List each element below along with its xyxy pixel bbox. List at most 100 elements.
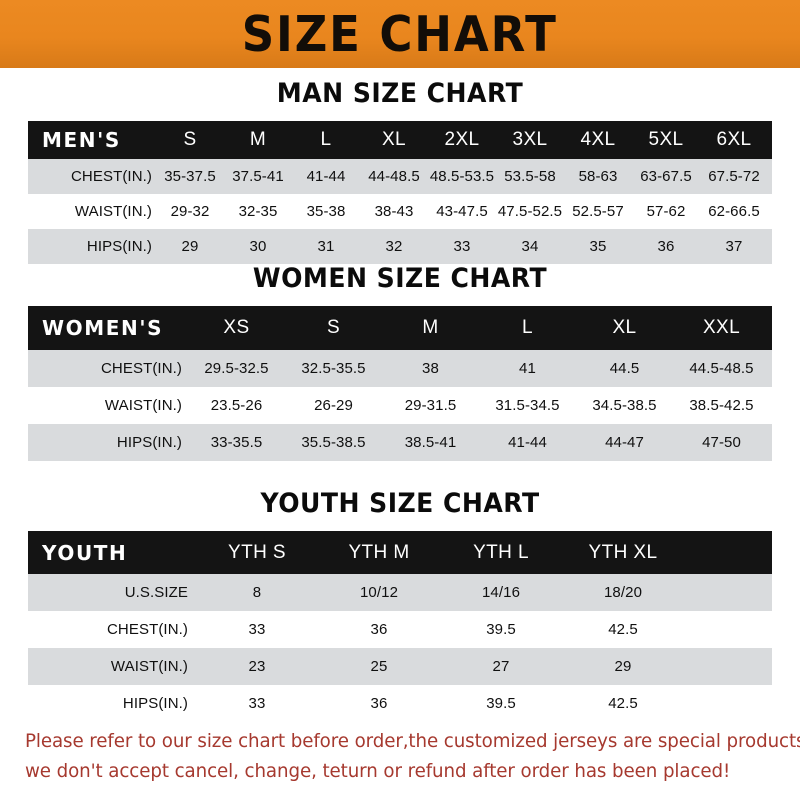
men-measurement-cell: 52.5-57: [572, 203, 624, 220]
women-row-label: CHEST(IN.): [101, 360, 182, 377]
men-section-title: MAN SIZE CHART: [276, 78, 524, 109]
men-measurement-cell: 43-47.5: [436, 203, 488, 220]
youth-measurement-cell: 23: [248, 658, 266, 675]
men-size-header: 5XL: [648, 129, 684, 150]
women-size-table: WOMEN'S XS S M L XL XXL CHEST(IN.) 29.5-32.5 32.5…: [28, 306, 772, 461]
table-row: U.S.SIZE 8 10/12 14/16 18/20: [28, 574, 772, 611]
men-measurement-cell: 29: [181, 238, 199, 255]
youth-measurement-cell: 33: [248, 695, 266, 712]
men-measurement-cell: 36: [657, 238, 675, 255]
youth-row-label: WAIST(IN.): [110, 658, 188, 675]
men-size-table: MEN'S S M L XL 2XL 3XL 4XL 5XL 6XL CHEST(IN.) 35-37…: [28, 121, 772, 264]
women-measurement-cell: 33-35.5: [210, 434, 263, 451]
women-measurement-cell: 44.5: [609, 360, 640, 377]
youth-size-table: YOUTH YTH S YTH M YTH L YTH XL U.S.SIZE 8 10/12…: [28, 531, 772, 722]
women-measurement-cell: 23.5-26: [210, 397, 263, 414]
women-measurement-cell: 29.5-32.5: [204, 360, 269, 377]
youth-measurement-cell: 14/16: [481, 584, 521, 601]
men-measurement-cell: 53.5-58: [504, 168, 556, 185]
youth-size-section: YOUTH SIZE CHART YOUTH YTH S YTH M YTH L YTH…: [0, 490, 800, 722]
men-measurement-cell: 35: [589, 238, 607, 255]
women-measurement-cell: 35.5-38.5: [301, 434, 366, 451]
women-measurement-cell: 44.5-48.5: [689, 360, 754, 377]
women-measurement-cell: 41-44: [508, 434, 547, 451]
men-measurement-cell: 41-44: [306, 168, 346, 185]
youth-measurement-cell: 18/20: [603, 584, 643, 601]
women-measurement-cell: 38: [422, 360, 439, 377]
youth-measurement-cell: 39.5: [486, 695, 516, 712]
men-size-header: 2XL: [444, 129, 480, 150]
men-measurement-cell: 38-43: [374, 203, 414, 220]
men-measurement-cell: 31: [317, 238, 335, 255]
order-notice: Please refer to our size chart before or…: [0, 726, 800, 786]
men-size-header: 4XL: [580, 129, 616, 150]
men-measurement-cell: 33: [453, 238, 471, 255]
youth-measurement-cell: 36: [370, 621, 388, 638]
women-size-header: M: [422, 317, 439, 338]
youth-measurement-cell: 29: [614, 658, 632, 675]
youth-size-header: YTH S: [228, 541, 286, 563]
men-row-label: WAIST(IN.): [74, 203, 152, 220]
men-size-header: XL: [381, 129, 407, 150]
women-measurement-cell: 38.5-41: [404, 434, 457, 451]
men-measurement-cell: 35-38: [306, 203, 346, 220]
men-measurement-cell: 48.5-53.5: [429, 168, 495, 185]
table-row: WAIST(IN.) 23 25 27 29: [28, 648, 772, 685]
table-row: HIPS(IN.) 29 30 31 32 33 34 35 36 37: [28, 229, 772, 264]
women-row-label: WAIST(IN.): [104, 397, 182, 414]
men-measurement-cell: 30: [249, 238, 267, 255]
women-row-label: HIPS(IN.): [116, 434, 182, 451]
women-measurement-cell: 41: [519, 360, 536, 377]
women-size-header: XS: [223, 317, 250, 338]
men-measurement-cell: 32-35: [238, 203, 278, 220]
men-size-header: M: [249, 129, 267, 150]
women-measurement-cell: 26-29: [314, 397, 353, 414]
men-measurement-cell: 57-62: [646, 203, 686, 220]
men-size-header: 6XL: [716, 129, 752, 150]
youth-header-label: YOUTH: [42, 540, 128, 565]
men-measurement-cell: 63-67.5: [640, 168, 692, 185]
table-row: CHEST(IN.) 33 36 39.5 42.5: [28, 611, 772, 648]
men-measurement-cell: 58-63: [578, 168, 618, 185]
women-header-label: WOMEN'S: [42, 316, 164, 340]
men-measurement-cell: 37.5-41: [232, 168, 284, 185]
youth-measurement-cell: 8: [252, 584, 262, 601]
order-notice-line-1: Please refer to our size chart before or…: [24, 730, 800, 752]
women-measurement-cell: 47-50: [702, 434, 741, 451]
youth-size-header: YTH XL: [588, 541, 658, 563]
women-measurement-cell: 34.5-38.5: [592, 397, 657, 414]
youth-measurement-cell: 33: [248, 621, 266, 638]
table-row: HIPS(IN.) 33 36 39.5 42.5: [28, 685, 772, 722]
women-measurement-cell: 38.5-42.5: [689, 397, 754, 414]
women-size-section: WOMEN SIZE CHART WOMEN'S XS S M L XL XXL CHEST(…: [0, 265, 800, 461]
men-size-header: S: [183, 129, 197, 150]
youth-row-label: HIPS(IN.): [122, 695, 188, 712]
table-row: CHEST(IN.) 35-37.5 37.5-41 41-44 44-48.5 48.5…: [28, 159, 772, 194]
men-size-section: MAN SIZE CHART MEN'S S M L XL 2XL 3XL 4XL 5XL 6XL…: [0, 80, 800, 264]
table-row: WAIST(IN.) 29-32 32-35 35-38 38-43 43-47.5 47.…: [28, 194, 772, 229]
women-size-header: S: [326, 317, 341, 338]
men-measurement-cell: 29-32: [170, 203, 210, 220]
men-measurement-cell: 62-66.5: [708, 203, 760, 220]
youth-header-row: YOUTH YTH S YTH M YTH L YTH XL: [28, 531, 772, 574]
women-measurement-cell: 29-31.5: [404, 397, 457, 414]
order-notice-line-2: we don't accept cancel, change, teturn o…: [24, 760, 731, 782]
youth-section-title: YOUTH SIZE CHART: [260, 488, 540, 519]
men-row-label: HIPS(IN.): [86, 238, 152, 255]
youth-size-header: YTH L: [473, 541, 529, 563]
youth-measurement-cell: 27: [492, 658, 510, 675]
page-title: SIZE CHART: [242, 5, 558, 63]
men-measurement-cell: 44-48.5: [368, 168, 420, 185]
youth-measurement-cell: 10/12: [359, 584, 399, 601]
youth-measurement-cell: 42.5: [608, 695, 638, 712]
women-section-title: WOMEN SIZE CHART: [252, 263, 548, 294]
youth-measurement-cell: 42.5: [608, 621, 638, 638]
men-measurement-cell: 47.5-52.5: [497, 203, 563, 220]
women-measurement-cell: 32.5-35.5: [301, 360, 366, 377]
men-row-label: CHEST(IN.): [71, 168, 152, 185]
men-header-row: MEN'S S M L XL 2XL 3XL 4XL 5XL 6XL: [28, 121, 772, 159]
men-measurement-cell: 34: [521, 238, 539, 255]
men-measurement-cell: 37: [725, 238, 743, 255]
men-size-header: L: [320, 129, 332, 150]
youth-row-label: U.S.SIZE: [124, 584, 188, 601]
